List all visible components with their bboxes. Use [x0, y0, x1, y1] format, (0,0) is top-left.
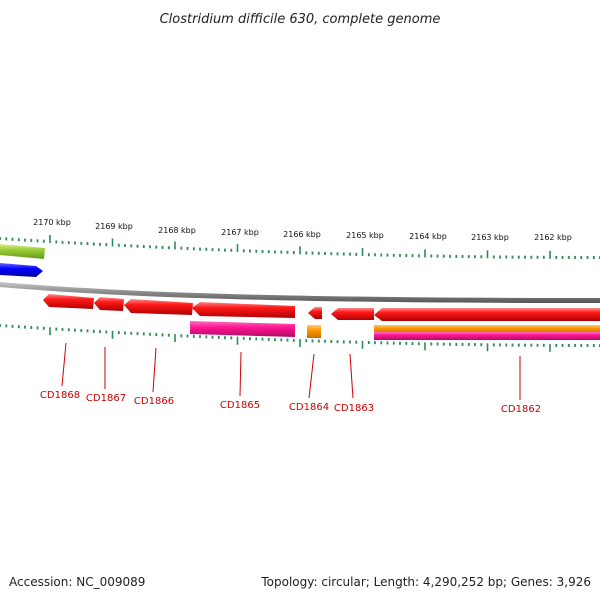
feature-orange-CD1864[interactable] [307, 325, 321, 338]
ruler-label: 2165 kbp [346, 231, 384, 240]
ruler-label: 2167 kbp [221, 228, 259, 237]
ruler-labels: 2170 kbp 2169 kbp 2168 kbp 2167 kbp 2166… [33, 218, 572, 242]
map-title: Clostridium difficile 630, complete geno… [160, 12, 441, 27]
gene-label[interactable]: CD1864 [289, 402, 329, 413]
inner-ruler-ticks [0, 324, 600, 352]
feature-blue[interactable] [0, 263, 43, 277]
gene-label[interactable]: CD1862 [501, 404, 541, 415]
gene-label[interactable]: CD1868 [40, 390, 80, 401]
gene-label[interactable]: CD1863 [334, 403, 374, 414]
ruler-label: 2170 kbp [33, 218, 71, 227]
gene-CD1866[interactable] [124, 299, 193, 315]
gene-CD1867[interactable] [94, 297, 124, 311]
ruler-label: 2169 kbp [95, 222, 133, 231]
cds-track [43, 294, 600, 321]
leader-line [239, 351, 242, 397]
ruler-label: 2163 kbp [471, 233, 509, 242]
accession-text: Accession: NC_009089 [9, 575, 145, 589]
gene-label[interactable]: CD1865 [220, 400, 260, 411]
feature-green[interactable] [0, 244, 45, 259]
leader-line [61, 342, 67, 387]
leader-line [349, 353, 354, 399]
leader-line [308, 353, 315, 399]
genome-summary-text: Topology: circular; Length: 4,290,252 bp… [260, 575, 591, 589]
gene-label[interactable]: CD1867 [86, 393, 126, 404]
feature-pink-CD1865[interactable] [190, 321, 295, 337]
outer-ruler-ticks [0, 235, 600, 259]
genome-backbone [0, 282, 600, 303]
gene-CD1863[interactable] [331, 308, 374, 320]
gene-leader-lines [61, 342, 521, 400]
ruler-label: 2164 kbp [409, 232, 447, 241]
gene-labels: CD1868 CD1867 CD1866 CD1865 CD1864 CD186… [40, 390, 541, 415]
ruler-label: 2168 kbp [158, 226, 196, 235]
gene-CD1864[interactable] [308, 307, 322, 319]
gene-CD1862[interactable] [374, 308, 600, 321]
gene-CD1865[interactable] [192, 302, 295, 318]
gene-label[interactable]: CD1866 [134, 396, 174, 407]
feature-pink-CD1862[interactable] [374, 332, 600, 340]
ruler-label: 2166 kbp [283, 230, 321, 239]
ruler-label: 2162 kbp [534, 233, 572, 242]
gene-CD1868[interactable] [43, 294, 94, 309]
feature-orange-CD1862[interactable] [374, 325, 600, 333]
leader-line [152, 347, 157, 393]
